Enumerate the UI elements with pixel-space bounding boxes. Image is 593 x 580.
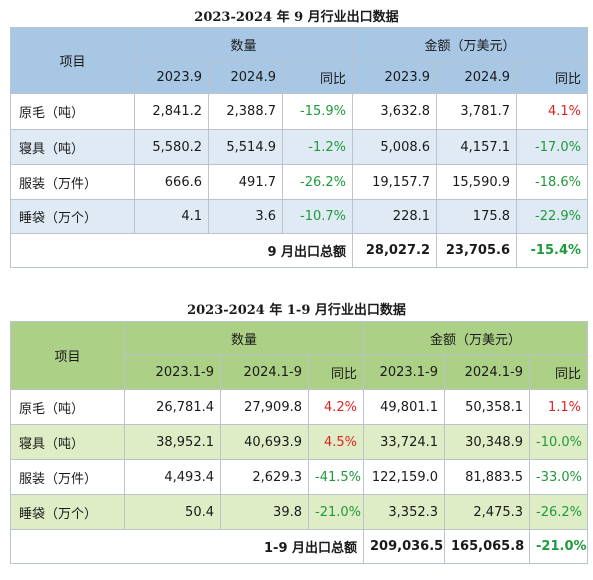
cell-yoy: -26.2%	[529, 494, 589, 530]
cell-yoy: -33.0%	[529, 459, 589, 495]
header-yoy: 同比	[516, 60, 589, 94]
total-value: 23,705.6	[436, 233, 518, 268]
header-amount: 金额（万美元）	[352, 27, 589, 61]
cell-value: 228.1	[352, 199, 438, 234]
cell-value: 3,632.8	[352, 93, 438, 130]
header-2024: 2024.9	[208, 60, 283, 94]
table-row: 服装（万件） 4,493.4 2,629.3 -41.5% 122,159.0 …	[10, 459, 589, 495]
cell-value: 491.7	[208, 164, 283, 200]
row-label: 寝具（吨）	[10, 424, 125, 460]
header-item: 项目	[10, 321, 125, 390]
cell-value: 39.8	[220, 494, 309, 530]
cell-value: 3,352.3	[363, 494, 446, 530]
cell-value: 15,590.9	[436, 164, 518, 200]
export-table-jan-sep: 项目 数量 金额（万美元） 2023.1-9 2024.1-9 同比 2023.…	[9, 321, 589, 564]
cell-value: 5,008.6	[352, 129, 438, 165]
header-2023: 2023.9	[352, 60, 438, 94]
header-yoy: 同比	[529, 355, 589, 390]
cell-yoy: -18.6%	[516, 164, 589, 200]
row-label: 服装（万件）	[10, 164, 135, 200]
cell-value: 50,358.1	[444, 389, 531, 425]
header-amount: 金额（万美元）	[363, 321, 589, 356]
table-row: 寝具（吨） 38,952.1 40,693.9 4.5% 33,724.1 30…	[10, 424, 589, 460]
cell-value: 4,493.4	[124, 459, 221, 495]
cell-value: 30,348.9	[444, 424, 531, 460]
cell-yoy: -21.0%	[307, 494, 365, 530]
cell-value: 81,883.5	[444, 459, 531, 495]
row-label: 寝具（吨）	[10, 129, 135, 165]
cell-value: 3,781.7	[436, 93, 518, 130]
cell-yoy: -1.2%	[281, 129, 354, 165]
cell-value: 49,801.1	[363, 389, 446, 425]
cell-yoy: 4.2%	[307, 389, 365, 425]
total-yoy: -15.4%	[516, 233, 589, 268]
cell-yoy: 1.1%	[529, 389, 589, 425]
cell-value: 27,909.8	[220, 389, 309, 425]
table1-title: 2023-2024 年 9 月行业出口数据	[194, 10, 399, 25]
header-2024: 2024.9	[436, 60, 518, 94]
cell-yoy: -15.9%	[281, 93, 354, 130]
total-label: 1-9 月出口总额	[9, 529, 365, 564]
header-2023: 2023.1-9	[363, 355, 446, 390]
cell-value: 122,159.0	[363, 459, 446, 495]
cell-yoy: -41.5%	[307, 459, 365, 495]
total-value: 28,027.2	[352, 233, 438, 268]
cell-value: 3.6	[208, 199, 283, 234]
header-2024: 2024.1-9	[220, 355, 309, 390]
header-2023: 2023.1-9	[124, 355, 221, 390]
cell-value: 666.6	[134, 164, 209, 200]
cell-value: 5,514.9	[208, 129, 283, 165]
cell-value: 2,388.7	[208, 93, 283, 130]
header-yoy: 同比	[307, 355, 365, 390]
cell-value: 50.4	[124, 494, 221, 530]
cell-value: 19,157.7	[352, 164, 438, 200]
cell-value: 40,693.9	[220, 424, 309, 460]
cell-value: 4.1	[134, 199, 209, 234]
header-2024: 2024.1-9	[444, 355, 531, 390]
cell-yoy: 4.5%	[307, 424, 365, 460]
cell-yoy: 4.1%	[516, 93, 589, 130]
total-label: 9 月出口总额	[9, 233, 354, 268]
total-yoy: -21.0%	[529, 529, 589, 564]
total-value: 165,065.8	[444, 529, 531, 564]
header-quantity: 数量	[133, 27, 354, 61]
row-label: 原毛（吨）	[10, 93, 135, 130]
header-quantity: 数量	[123, 321, 365, 356]
table-row: 原毛（吨） 2,841.2 2,388.7 -15.9% 3,632.8 3,7…	[10, 93, 589, 130]
cell-value: 33,724.1	[363, 424, 446, 460]
cell-value: 2,841.2	[134, 93, 209, 130]
table-row: 服装（万件） 666.6 491.7 -26.2% 19,157.7 15,59…	[10, 164, 589, 200]
cell-yoy: -17.0%	[516, 129, 589, 165]
cell-value: 2,629.3	[220, 459, 309, 495]
row-label: 睡袋（万个）	[10, 199, 135, 234]
header-yoy: 同比	[281, 60, 354, 94]
cell-yoy: -22.9%	[516, 199, 589, 234]
cell-value: 5,580.2	[134, 129, 209, 165]
cell-value: 38,952.1	[124, 424, 221, 460]
cell-value: 175.8	[436, 199, 518, 234]
cell-yoy: -10.0%	[529, 424, 589, 460]
header-2023: 2023.9	[134, 60, 209, 94]
export-table-september: 项目 数量 金额（万美元） 2023.9 2024.9 同比 2023.9 20…	[9, 27, 589, 268]
cell-value: 2,475.3	[444, 494, 531, 530]
table-row: 原毛（吨） 26,781.4 27,909.8 4.2% 49,801.1 50…	[10, 389, 589, 425]
table-row: 寝具（吨） 5,580.2 5,514.9 -1.2% 5,008.6 4,15…	[10, 129, 589, 165]
row-label: 原毛（吨）	[10, 389, 125, 425]
row-label: 睡袋（万个）	[10, 494, 125, 530]
table-row: 睡袋（万个） 4.1 3.6 -10.7% 228.1 175.8 -22.9%	[10, 199, 589, 234]
total-value: 209,036.5	[363, 529, 446, 564]
table2-title: 2023-2024 年 1-9 月行业出口数据	[187, 303, 406, 318]
header-item: 项目	[10, 27, 135, 94]
total-row: 9 月出口总额 28,027.2 23,705.6 -15.4%	[9, 233, 589, 268]
total-row: 1-9 月出口总额 209,036.5 165,065.8 -21.0%	[9, 529, 589, 564]
cell-yoy: -10.7%	[281, 199, 354, 234]
cell-yoy: -26.2%	[281, 164, 354, 200]
row-label: 服装（万件）	[10, 459, 125, 495]
cell-value: 26,781.4	[124, 389, 221, 425]
cell-value: 4,157.1	[436, 129, 518, 165]
table-row: 睡袋（万个） 50.4 39.8 -21.0% 3,352.3 2,475.3 …	[10, 494, 589, 530]
